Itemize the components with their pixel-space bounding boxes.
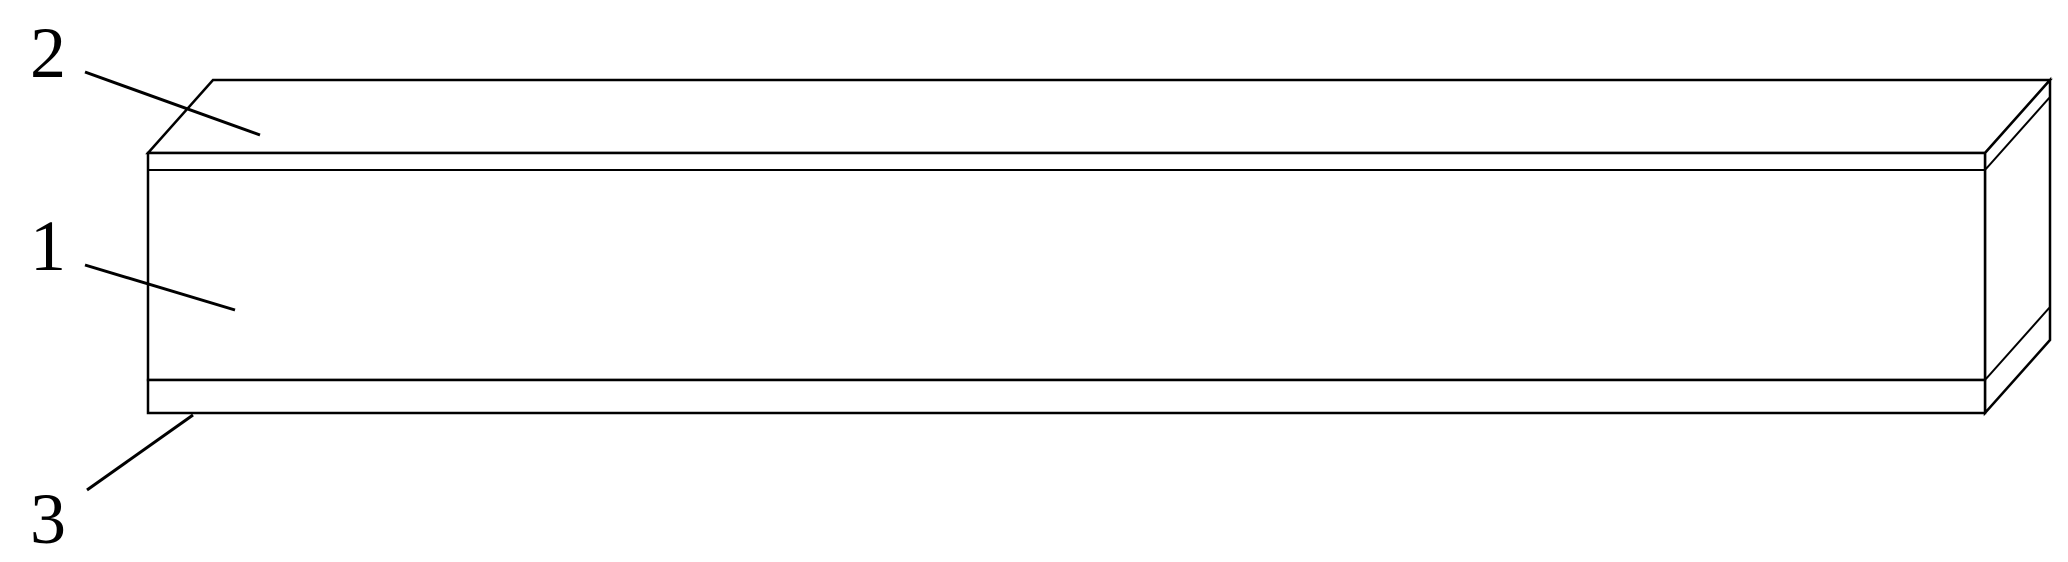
front-face-layer1 (148, 153, 1985, 380)
technical-diagram: 2 1 3 (0, 0, 2068, 562)
label-3: 3 (30, 478, 66, 561)
label-2: 2 (30, 12, 66, 95)
top-face (148, 80, 2050, 153)
leader-line-3 (87, 415, 193, 490)
label-1: 1 (30, 205, 66, 288)
beam-drawing (0, 0, 2068, 562)
front-face-layer3 (148, 380, 1985, 413)
